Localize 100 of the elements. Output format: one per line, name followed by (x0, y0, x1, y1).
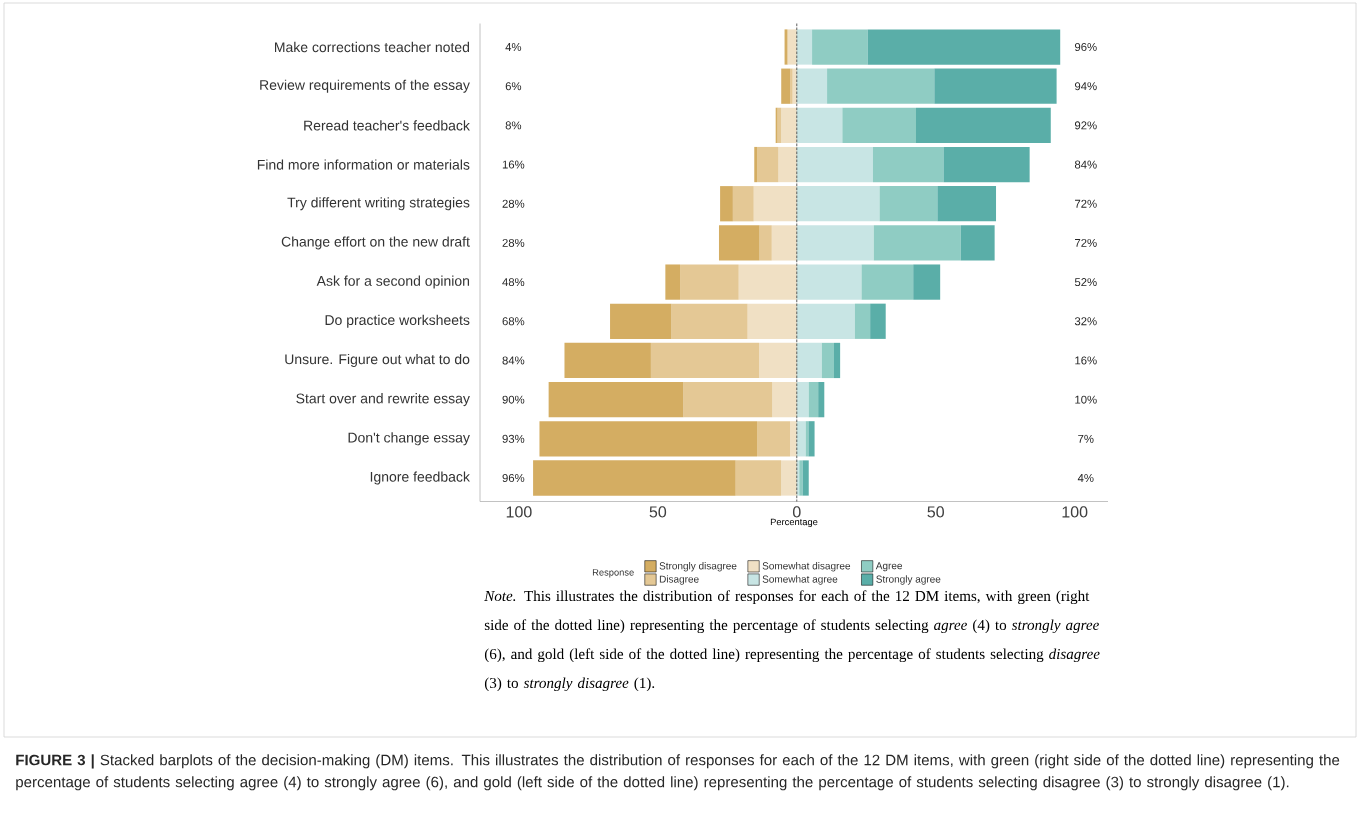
annotation: 16% (1075, 356, 1097, 365)
legend-label: Strongly disagree (659, 562, 737, 572)
bar (796, 29, 813, 65)
bar (821, 342, 835, 379)
bar (759, 342, 797, 379)
y-tick-label: Try different writing strategies (287, 197, 470, 211)
annotation: 96% (1074, 43, 1097, 52)
x-tick-label: 0 (792, 506, 801, 518)
bar (771, 225, 797, 261)
bar (683, 382, 773, 418)
bar (802, 460, 809, 496)
y-tick-label: Find more information or materials (257, 159, 470, 170)
bar (842, 107, 916, 143)
y-tick-label: Ask for a second opinion (316, 275, 470, 289)
bar (854, 303, 871, 339)
bar (796, 186, 880, 222)
annotation: 16% (502, 160, 525, 169)
bar (650, 342, 759, 379)
bar (915, 107, 1051, 143)
y-tick-label: Change effort on the new draft (281, 236, 470, 250)
legend-title: Response (592, 569, 634, 578)
bar (796, 68, 828, 104)
annotation: 32% (1074, 317, 1097, 326)
bar (781, 107, 797, 143)
bar (812, 29, 868, 65)
x-tick-label: 100 (506, 506, 532, 518)
bar (796, 303, 855, 339)
text: Note. This illustrates the distribution of responses for each of the 12 DM items, with green (right side of the dotted line) representing the percentage of students selecting agree (4) to strongly agree (6), and gold (left side of the dotted line) representing the percentage of students selecting disagree (3) to strongly disagree (1). (484, 590, 1100, 692)
bar (796, 264, 862, 300)
bar (738, 264, 797, 300)
bar (781, 460, 797, 496)
x-tick-label: 50 (927, 506, 944, 518)
bar (872, 146, 944, 183)
annotation: 8% (505, 121, 522, 130)
bar (735, 460, 782, 496)
annotation: 28% (502, 199, 525, 208)
bar (747, 303, 797, 339)
y-tick-label: Unsure. Figure out what to do (285, 353, 470, 367)
annotation: 72% (1075, 199, 1097, 208)
bar (753, 186, 797, 222)
bar (720, 186, 733, 222)
legend-label: Strongly agree (876, 575, 941, 585)
annotation: 96% (502, 474, 525, 483)
bar (867, 29, 1061, 65)
bar (772, 382, 797, 418)
bar (861, 264, 914, 300)
bar (943, 146, 1030, 183)
annotation: 92% (1074, 121, 1097, 130)
bar (778, 146, 797, 183)
bar (796, 225, 874, 261)
bar (934, 68, 1057, 104)
annotation: 48% (502, 278, 525, 287)
x-tick-label: 100 (1062, 506, 1088, 518)
bar (796, 107, 843, 143)
annotation: 84% (502, 356, 525, 365)
y-tick-label: Don't change essay (348, 432, 470, 446)
bar (781, 68, 791, 104)
bar (718, 225, 760, 261)
y-tick-label: Review requirements of the essay (260, 79, 470, 93)
bar (808, 421, 815, 457)
bar (564, 342, 651, 379)
bar (937, 186, 997, 222)
annotation: 7% (1078, 434, 1094, 443)
annotation: 6% (505, 82, 522, 91)
bar (913, 264, 941, 300)
bar (834, 342, 841, 379)
bar (790, 68, 793, 104)
bar (808, 382, 819, 418)
legend-label: Disagree (659, 575, 699, 585)
bar (818, 382, 825, 418)
annotation: 72% (1075, 238, 1097, 247)
bar (796, 342, 822, 379)
bar (539, 421, 758, 457)
y-tick-label: Reread teacher's feedback (304, 120, 470, 131)
bar (757, 421, 791, 457)
bar (796, 146, 873, 183)
bar (757, 146, 779, 183)
bar (533, 460, 736, 496)
x-axis-title: Percentage (770, 518, 818, 528)
annotation: 94% (1074, 82, 1097, 91)
bar (754, 146, 758, 183)
text: FIGURE 3 | Stacked barplots of the decision-making (DM) items. This illustrates the distribution of responses for each of the 12 DM items, with green (right side of the dotted line) representing the percentage of students selecting agree (4) to strongly agree (6), and gold (left side of the dotted line) representing the percentage of students selecting disagree (3) to strongly disagree (1). (16, 754, 1340, 791)
bar (790, 421, 797, 457)
bar (665, 264, 681, 300)
bar (796, 421, 806, 457)
annotation: 84% (1074, 160, 1097, 169)
y-tick-label: Make corrections teacher noted (275, 41, 470, 53)
annotation: 52% (1074, 278, 1097, 287)
annotation: 4% (1077, 474, 1094, 482)
bar (960, 225, 995, 261)
y-tick-label: Do practice worksheets (325, 314, 470, 328)
annotation: 10% (1075, 395, 1097, 404)
annotation: 4% (505, 43, 522, 51)
legend-label: Agree (875, 562, 903, 572)
bar (671, 303, 748, 339)
bar (870, 303, 886, 339)
bar (548, 382, 684, 418)
legend-label: Somewhat disagree (762, 562, 851, 572)
bar (873, 225, 961, 261)
bar (610, 303, 672, 339)
